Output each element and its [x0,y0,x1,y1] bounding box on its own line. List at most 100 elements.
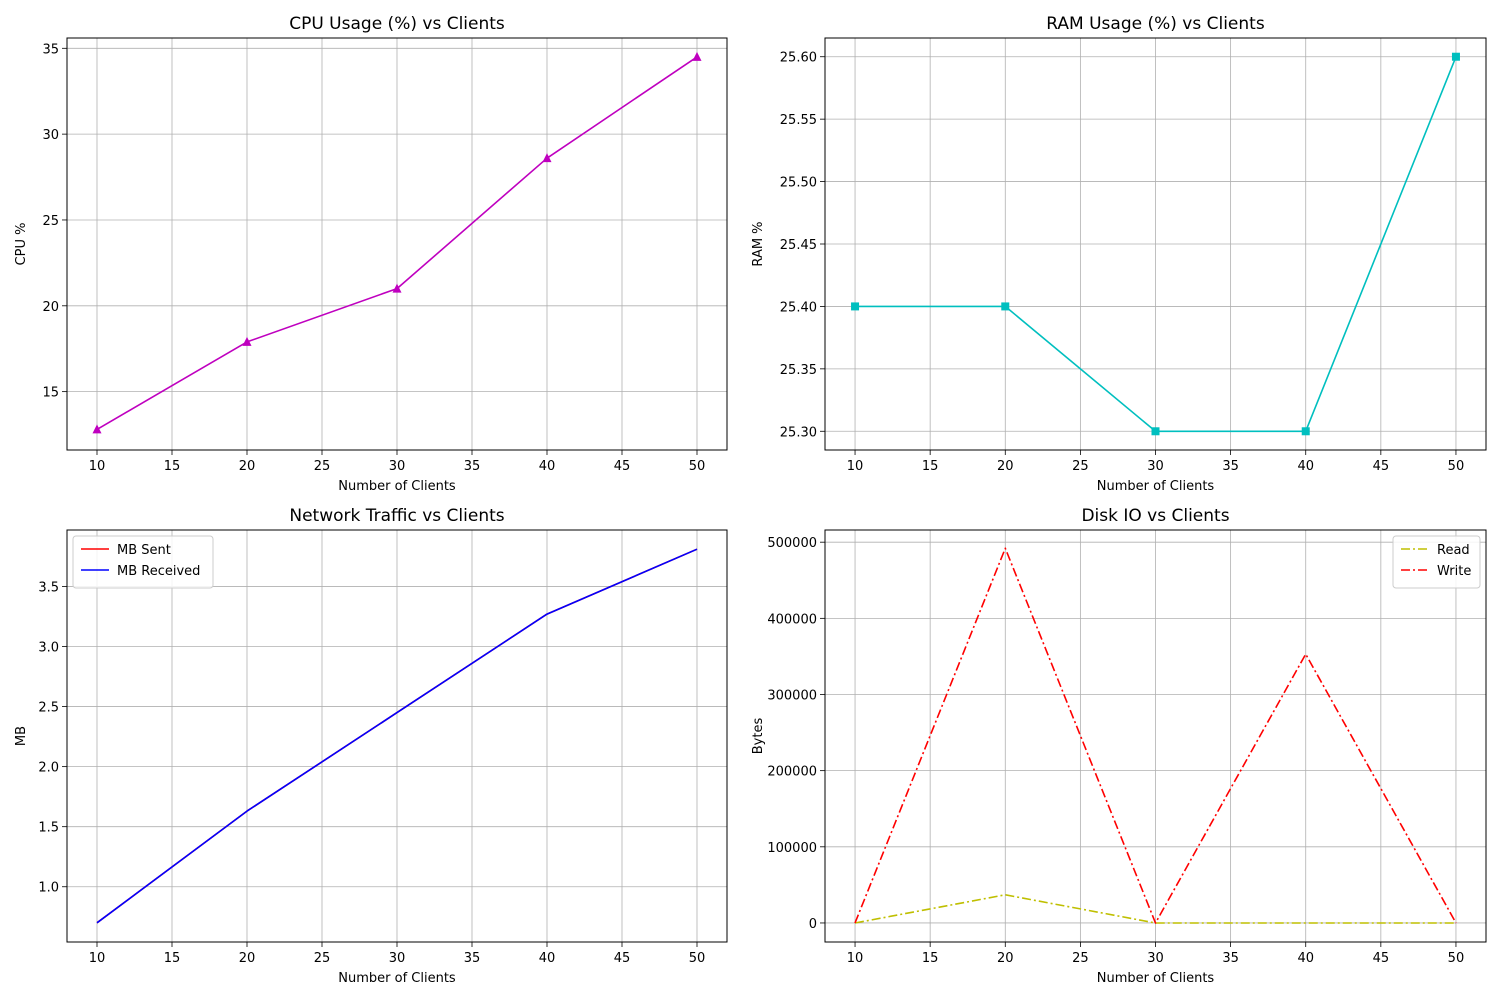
series-line-write [854,547,1457,924]
x-axis-label: Number of Clients [338,971,456,986]
legend-label: Read [1437,543,1470,558]
legend-label: MB Received [117,564,200,579]
x-tick-label: 20 [239,459,256,474]
x-axis-label: Number of Clients [1097,971,1215,986]
y-tick-label: 25 [42,214,59,229]
x-tick-label: 45 [1373,459,1390,474]
x-tick-label: 45 [614,951,631,966]
data-point-marker [692,51,702,61]
y-tick-label: 500000 [767,536,817,551]
y-tick-label: 100000 [767,841,817,856]
y-tick-label: 3.5 [38,580,59,595]
y-tick-label: 1.0 [38,881,59,896]
x-tick-label: 10 [89,951,106,966]
x-axis-label: Number of Clients [338,479,456,494]
x-tick-label: 25 [314,951,331,966]
x-tick-label: 20 [997,459,1014,474]
data-point-marker [1001,302,1010,311]
legend: Read Write [1392,535,1481,589]
y-tick-label: 300000 [767,688,817,703]
y-axis-label: RAM % [751,221,766,266]
data-point-marker [1301,427,1310,436]
x-tick-label: 30 [1147,459,1164,474]
y-tick-label: 3.0 [38,641,59,656]
y-tick-label: 30 [42,128,59,143]
x-tick-label: 50 [689,459,706,474]
data-point-marker [92,424,102,434]
y-tick-label: 0 [809,917,817,932]
series-line-mb-received [96,548,698,924]
series-line-read [854,893,1456,924]
x-tick-label: 50 [1448,951,1465,966]
x-tick-label: 30 [389,459,406,474]
y-tick-label: 25.55 [780,113,817,128]
y-axis-label: Bytes [751,718,766,755]
y-tick-label: 25.35 [780,363,817,378]
x-tick-label: 50 [689,951,706,966]
axes-frame [66,37,728,451]
y-tick-label: 2.5 [38,701,59,716]
x-tick-label: 50 [1448,459,1465,474]
y-tick-label: 25.30 [780,425,817,440]
axes-frame [824,529,1487,943]
chart-panel-3: 10 15 20 25 30 35 40 45 50 0 100000 200000 300000 400… [751,506,1487,986]
x-tick-label: 25 [314,459,331,474]
x-tick-label: 35 [1222,951,1239,966]
axes-frame [824,37,1487,451]
x-tick-label: 35 [464,951,481,966]
legend-label: MB Sent [117,543,171,558]
x-tick-label: 40 [539,951,556,966]
y-tick-label: 25.40 [780,300,817,315]
x-tick-label: 15 [922,459,939,474]
data-point-marker [1151,427,1160,436]
data-point-marker [242,336,252,346]
data-point-marker [392,283,402,293]
x-tick-label: 30 [389,951,406,966]
chart-title: Disk IO vs Clients [1081,506,1229,526]
x-tick-label: 45 [1373,951,1390,966]
legend: MB Sent MB Received [72,535,214,589]
legend-label: Write [1437,564,1471,579]
y-tick-label: 25.50 [780,176,817,191]
y-tick-label: 35 [42,42,59,57]
chart-panel-1: 10 15 20 25 30 35 40 45 50 25.30 25.35 25.40 25.45 25… [751,14,1487,494]
axes-frame [66,529,728,943]
x-tick-label: 25 [1072,459,1089,474]
y-tick-label: 400000 [767,612,817,627]
chart-panel-2: 10 15 20 25 30 35 40 45 50 1.0 1.5 2.0 2.5 3.0 3.5 Netw… [14,506,728,986]
data-point-marker [1451,52,1460,61]
x-tick-label: 40 [539,459,556,474]
x-tick-label: 20 [239,951,256,966]
x-tick-label: 45 [614,459,631,474]
x-tick-label: 35 [464,459,481,474]
data-point-marker [851,302,860,311]
x-tick-label: 15 [164,459,181,474]
x-tick-label: 15 [164,951,181,966]
y-tick-label: 20 [42,300,59,315]
x-axis-label: Number of Clients [1097,479,1215,494]
x-tick-label: 35 [1222,459,1239,474]
x-tick-label: 30 [1147,951,1164,966]
y-axis-label: MB [14,726,29,746]
x-tick-label: 40 [1297,951,1314,966]
y-axis-label: CPU % [14,223,29,266]
y-tick-label: 25.45 [780,238,817,253]
x-tick-label: 40 [1297,459,1314,474]
x-tick-label: 15 [922,951,939,966]
y-tick-label: 15 [42,386,59,401]
x-tick-label: 10 [847,459,864,474]
data-point-marker [542,153,552,163]
chart-title: RAM Usage (%) vs Clients [1046,14,1265,34]
y-tick-label: 25.60 [780,51,817,66]
chart-panel-0: 10 15 20 25 30 35 40 45 50 15 20 25 30 35 CPU Usage (%… [14,14,728,494]
x-tick-label: 10 [847,951,864,966]
y-tick-label: 1.5 [38,821,59,836]
x-tick-label: 10 [89,459,106,474]
x-tick-label: 25 [1072,951,1089,966]
y-tick-label: 2.0 [38,761,59,776]
chart-title: Network Traffic vs Clients [289,506,504,526]
y-tick-label: 200000 [767,765,817,780]
x-tick-label: 20 [997,951,1014,966]
